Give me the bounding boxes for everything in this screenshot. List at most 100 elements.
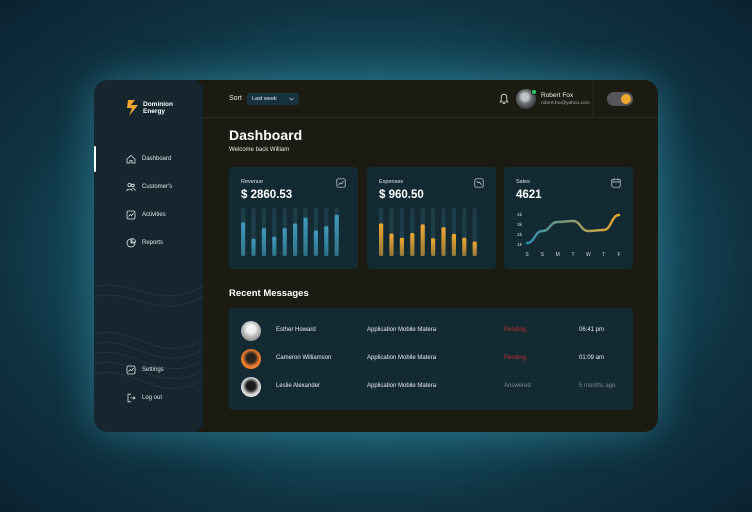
y-tick-label: 2k (517, 232, 523, 238)
message-row[interactable]: Esther Howard Application Mobile Matera … (229, 319, 633, 343)
user-name: Robert Fox (541, 92, 574, 99)
sidebar-item-label: Dashboard (142, 156, 172, 162)
bar (324, 226, 329, 256)
sidebar-item-settings[interactable]: Settings (126, 365, 164, 375)
sort-label: Sort (229, 95, 242, 102)
x-tick-label: T (571, 252, 574, 258)
sidebar-item-customers[interactable]: Customer's (126, 182, 172, 192)
bell-icon[interactable] (499, 93, 509, 105)
x-tick-label: F (617, 252, 620, 258)
y-tick-label: 1k (517, 242, 523, 248)
message-sender: Cameron Williamson (276, 355, 332, 361)
sidebar-item-label: Settings (142, 367, 164, 373)
users-icon (126, 182, 136, 192)
sort-value: Last week (252, 96, 277, 102)
bar (451, 233, 456, 256)
bar (334, 214, 339, 256)
bar (261, 228, 266, 256)
card-value: $ 2860.53 (241, 189, 293, 201)
y-tick-label: 4k (517, 212, 523, 218)
bar (313, 230, 318, 256)
bar (272, 236, 277, 256)
expenses-bar-chart (379, 208, 477, 256)
message-app: Application Mobile Matera (367, 355, 437, 361)
sidebar-item-reports[interactable]: Reports (126, 238, 163, 248)
theme-toggle[interactable] (607, 92, 633, 106)
sidebar-item-logout[interactable]: Log out (126, 393, 162, 403)
message-time: 5 months ago (579, 383, 616, 389)
sidebar-item-dashboard[interactable]: Dashboard (126, 154, 171, 164)
brand-name: Dominion Energy (143, 101, 183, 115)
sales-line (525, 213, 621, 245)
settings-icon (126, 365, 136, 375)
x-tick-label: W (586, 252, 591, 258)
top-bar: Sort Last week Robert Fox robert.fox@yah… (203, 80, 658, 118)
message-sender: Esther Howard (276, 327, 316, 333)
brand-name-line2: Energy (143, 108, 166, 115)
active-nav-indicator (94, 146, 96, 172)
page-subtitle: Welcome back William (229, 147, 290, 153)
bar (420, 224, 425, 256)
brand-name-line1: Dominion (143, 101, 173, 108)
card-value: $ 960.50 (379, 189, 424, 201)
user-avatar[interactable] (516, 89, 537, 109)
sidebar-item-label: Activities (142, 212, 166, 218)
message-status: Answered (504, 383, 531, 389)
message-row[interactable]: Cameron Williamson Application Mobile Ma… (229, 347, 633, 371)
revenue-bar-chart (241, 208, 339, 256)
x-tick-label: M (556, 252, 560, 258)
bar (282, 228, 287, 256)
sidebar-item-label: Customer's (142, 184, 173, 190)
bar (431, 238, 436, 256)
bar (379, 223, 384, 256)
brand-logo-icon (127, 100, 138, 116)
online-status-dot (531, 89, 537, 95)
toggle-knob (621, 94, 631, 104)
sales-card[interactable]: Sales 4621 4k 3k 2k 1k S S M T W T F (504, 167, 633, 269)
logout-icon (127, 393, 136, 403)
sidebar: Dominion Energy Dashboard Customer's Act… (94, 80, 203, 432)
message-row[interactable]: Leslie Alexander Application Mobile Mate… (229, 375, 633, 399)
calendar-icon (611, 178, 621, 188)
user-email: robert.fox@yahoo.com (541, 101, 590, 106)
sidebar-item-label: Reports (142, 240, 164, 246)
bar (303, 217, 308, 256)
activity-icon (126, 210, 136, 220)
message-sender: Leslie Alexander (276, 383, 321, 389)
message-app: Application Mobile Matera (367, 327, 437, 333)
divider (593, 80, 594, 118)
sidebar-item-label: Log out (142, 395, 163, 401)
bar (389, 233, 394, 256)
x-tick-label: S (525, 252, 529, 258)
message-status: Pending (504, 327, 527, 333)
bar (410, 232, 415, 256)
avatar (241, 321, 261, 341)
app-window: Dominion Energy Dashboard Customer's Act… (94, 80, 658, 432)
message-time: 06:41 pm (579, 327, 605, 333)
sidebar-item-activities[interactable]: Activities (126, 210, 166, 220)
sort-dropdown[interactable]: Last week (247, 93, 299, 105)
brand-logo[interactable]: Dominion Energy (126, 99, 183, 117)
x-tick-label: S (541, 252, 545, 258)
card-label: Revenue (241, 179, 264, 185)
recent-messages-title: Recent Messages (229, 288, 309, 299)
bar (241, 222, 246, 256)
chevron-down-icon (289, 97, 294, 101)
trend-up-icon (336, 178, 346, 188)
messages-table: Esther Howard Application Mobile Matera … (229, 308, 633, 410)
bar (462, 237, 467, 256)
expenses-card[interactable]: Expenses $ 960.50 (367, 167, 496, 269)
avatar (241, 377, 261, 397)
card-label: Sales (516, 179, 530, 185)
y-tick-label: 3k (517, 222, 523, 228)
bar (251, 238, 256, 256)
card-value: 4621 (516, 189, 542, 201)
report-icon (126, 238, 136, 248)
message-status: Pending (504, 355, 527, 361)
revenue-card[interactable]: Revenue $ 2860.53 (229, 167, 358, 269)
message-app: Application Mobile Matera (367, 383, 437, 389)
x-tick-label: T (602, 252, 605, 258)
page-title: Dashboard (229, 127, 303, 143)
avatar (241, 349, 261, 369)
